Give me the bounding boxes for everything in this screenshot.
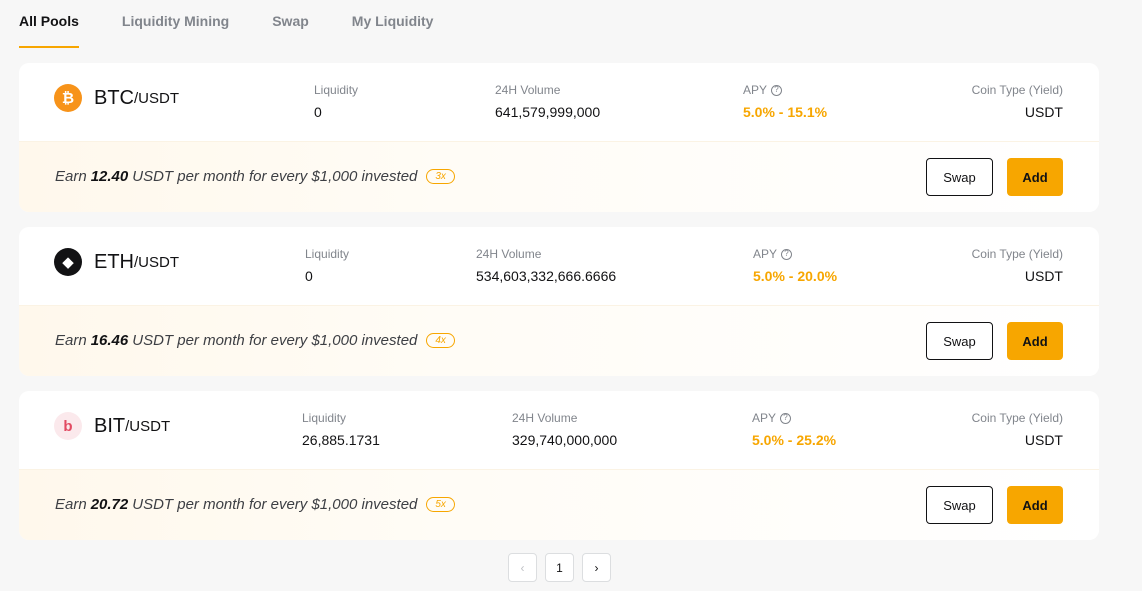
pool-tabs: All Pools Liquidity Mining Swap My Liqui… — [19, 0, 476, 48]
earn-prefix: Earn — [55, 168, 87, 185]
coin-type-stat: Coin Type (Yield) USDT — [972, 411, 1063, 448]
earn-suffix: USDT per month for every $1,000 invested — [132, 168, 418, 185]
prev-page-button[interactable]: ‹ — [508, 553, 537, 582]
pool-card-bit: b BIT /USDT Liquidity 26,885.1731 24H Vo… — [19, 391, 1099, 540]
pair-base: ETH — [94, 250, 134, 273]
earn-text: Earn 20.72 USDT per month for every $1,0… — [55, 496, 455, 513]
liquidity-label: Liquidity — [314, 83, 359, 97]
swap-button[interactable]: Swap — [926, 158, 993, 196]
volume-stat: 24H Volume 641,579,999,000 — [495, 83, 600, 120]
swap-button[interactable]: Swap — [926, 322, 993, 360]
pool-pair: b BIT /USDT — [54, 412, 170, 440]
liquidity-label: Liquidity — [305, 247, 350, 261]
apy-label-text: APY — [752, 411, 777, 425]
volume-label: 24H Volume — [512, 411, 578, 425]
apy-value: 5.0% - 20.0% — [753, 268, 838, 284]
swap-button[interactable]: Swap — [926, 486, 993, 524]
add-button[interactable]: Add — [1007, 322, 1063, 360]
earn-banner: Earn 12.40 USDT per month for every $1,0… — [19, 141, 1099, 212]
earn-text: Earn 12.40 USDT per month for every $1,0… — [55, 168, 455, 185]
apy-stat: APY? 5.0% - 20.0% — [753, 247, 837, 284]
tab-all-pools[interactable]: All Pools — [19, 0, 79, 48]
apy-stat: APY? 5.0% - 15.1% — [743, 83, 827, 120]
bit-icon: b — [54, 412, 82, 440]
coin-type-stat: Coin Type (Yield) USDT — [972, 247, 1063, 284]
help-icon[interactable]: ? — [771, 84, 783, 96]
pagination: ‹ 1 › — [508, 553, 611, 582]
earn-suffix: USDT per month for every $1,000 invested — [132, 496, 418, 513]
coin-type-label: Coin Type (Yield) — [971, 83, 1063, 97]
page-number-button[interactable]: 1 — [545, 553, 574, 582]
volume-label: 24H Volume — [476, 247, 542, 261]
tab-liquidity-mining[interactable]: Liquidity Mining — [121, 13, 230, 29]
apy-label: APY? — [753, 247, 837, 261]
volume-value: 641,579,999,000 — [495, 104, 601, 120]
liquidity-label: Liquidity — [302, 411, 347, 425]
multiplier-badge: 5x — [426, 497, 455, 512]
next-page-button[interactable]: › — [582, 553, 611, 582]
multiplier-badge: 4x — [426, 333, 455, 348]
earn-amount: 20.72 — [90, 496, 129, 513]
apy-value: 5.0% - 15.1% — [743, 104, 828, 120]
pool-pair: ₿ BTC /USDT — [54, 84, 179, 112]
liquidity-stat: Liquidity 0 — [314, 83, 358, 120]
apy-label-text: APY — [743, 83, 768, 97]
volume-value: 329,740,000,000 — [512, 432, 618, 448]
ethereum-icon: ◆ — [54, 248, 82, 276]
earn-amount: 12.40 — [90, 168, 129, 185]
pair-quote: /USDT — [125, 417, 171, 435]
coin-type-value: USDT — [1024, 432, 1063, 448]
coin-type-value: USDT — [1024, 268, 1063, 284]
volume-value: 534,603,332,666.6666 — [476, 268, 617, 284]
volume-stat: 24H Volume 534,603,332,666.6666 — [476, 247, 616, 284]
liquidity-value: 0 — [314, 104, 322, 120]
apy-value: 5.0% - 25.2% — [752, 432, 837, 448]
apy-label-text: APY — [753, 247, 778, 261]
earn-banner: Earn 16.46 USDT per month for every $1,0… — [19, 305, 1099, 376]
liquidity-value: 0 — [305, 268, 313, 284]
volume-label: 24H Volume — [495, 83, 561, 97]
add-button[interactable]: Add — [1007, 158, 1063, 196]
liquidity-value: 26,885.1731 — [302, 432, 380, 448]
tab-swap[interactable]: Swap — [272, 13, 309, 29]
earn-prefix: Earn — [55, 332, 87, 349]
pair-quote: /USDT — [134, 89, 179, 107]
pool-pair: ◆ ETH /USDT — [54, 248, 179, 276]
multiplier-badge: 3x — [426, 169, 455, 184]
pair-quote: /USDT — [134, 253, 179, 271]
apy-label: APY? — [752, 411, 836, 425]
earn-text: Earn 16.46 USDT per month for every $1,0… — [55, 332, 455, 349]
help-icon[interactable]: ? — [781, 248, 793, 260]
coin-type-value: USDT — [1024, 104, 1063, 120]
earn-amount: 16.46 — [90, 332, 129, 349]
pair-base: BTC — [94, 86, 134, 109]
coin-type-label: Coin Type (Yield) — [971, 247, 1063, 261]
pool-card-btc: ₿ BTC /USDT Liquidity 0 24H Volume 641,5… — [19, 63, 1099, 212]
tab-my-liquidity[interactable]: My Liquidity — [351, 13, 434, 29]
help-icon[interactable]: ? — [780, 412, 792, 424]
liquidity-stat: Liquidity 26,885.1731 — [302, 411, 380, 448]
coin-type-label: Coin Type (Yield) — [971, 411, 1063, 425]
pool-card-eth: ◆ ETH /USDT Liquidity 0 24H Volume 534,6… — [19, 227, 1099, 376]
pair-base: BIT — [94, 414, 126, 437]
earn-suffix: USDT per month for every $1,000 invested — [132, 332, 418, 349]
earn-prefix: Earn — [55, 496, 87, 513]
bitcoin-icon: ₿ — [54, 84, 82, 112]
apy-stat: APY? 5.0% - 25.2% — [752, 411, 836, 448]
earn-banner: Earn 20.72 USDT per month for every $1,0… — [19, 469, 1099, 540]
coin-type-stat: Coin Type (Yield) USDT — [972, 83, 1063, 120]
liquidity-stat: Liquidity 0 — [305, 247, 349, 284]
add-button[interactable]: Add — [1007, 486, 1063, 524]
volume-stat: 24H Volume 329,740,000,000 — [512, 411, 617, 448]
apy-label: APY? — [743, 83, 827, 97]
